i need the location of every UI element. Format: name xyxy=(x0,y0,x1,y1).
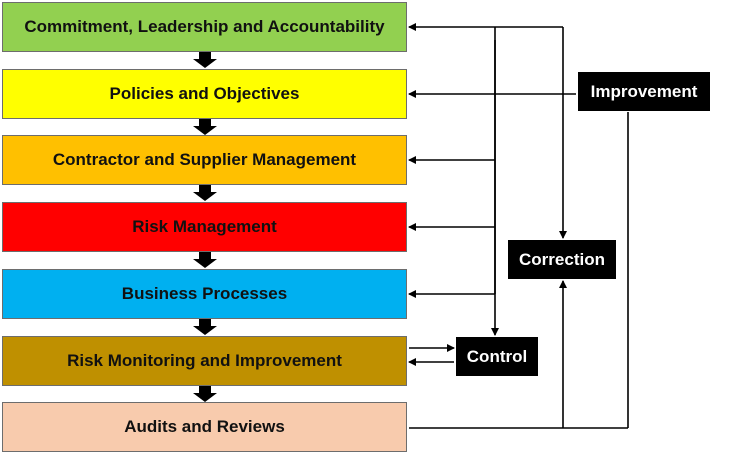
down-arrow-6 xyxy=(193,386,217,402)
improvement-label: Improvement xyxy=(578,72,710,111)
down-arrow-1 xyxy=(193,52,217,68)
control-label: Control xyxy=(456,337,538,376)
step-business-processes: Business Processes xyxy=(2,269,407,319)
down-arrow-5 xyxy=(193,319,217,335)
step-commitment-leadership: Commitment, Leadership and Accountabilit… xyxy=(2,2,407,52)
down-arrows xyxy=(193,52,217,402)
down-arrow-2 xyxy=(193,119,217,135)
down-arrow-3 xyxy=(193,185,217,201)
step-policies-objectives: Policies and Objectives xyxy=(2,69,407,119)
down-arrow-4 xyxy=(193,252,217,268)
step-audits-reviews: Audits and Reviews xyxy=(2,402,407,452)
correction-label: Correction xyxy=(508,240,616,279)
step-risk-monitoring: Risk Monitoring and Improvement xyxy=(2,336,407,386)
step-risk-management: Risk Management xyxy=(2,202,407,252)
step-contractor-supplier: Contractor and Supplier Management xyxy=(2,135,407,185)
